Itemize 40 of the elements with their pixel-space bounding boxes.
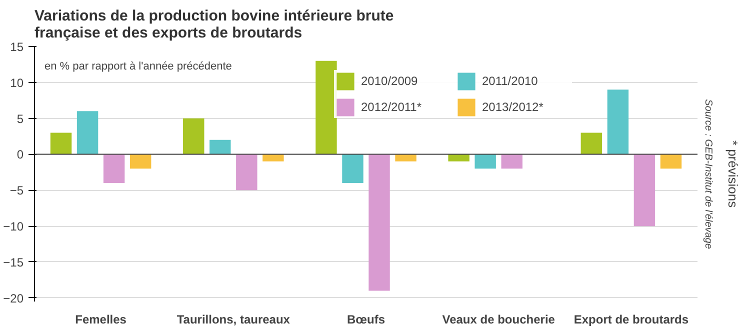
x-tick-label: Femelles (75, 312, 127, 326)
legend-label: 2010/2009 (361, 74, 419, 88)
y-tick-label: −5 (10, 184, 24, 198)
bar (580, 132, 602, 154)
x-tick-label: Bœufs (347, 312, 386, 326)
y-tick-label: −15 (3, 255, 24, 270)
bar (501, 154, 522, 169)
bar (50, 132, 72, 154)
bar (395, 154, 416, 162)
y-tick-label: −20 (3, 291, 24, 306)
bar (236, 154, 258, 190)
bar (660, 154, 682, 169)
legend-label: 2012/2011* (361, 100, 423, 114)
bar (634, 154, 656, 226)
text: * prévisions (726, 140, 740, 208)
bar (76, 111, 98, 154)
annotation: en % par rapport à l'année précédente (44, 60, 232, 72)
legend-label: 2013/2012* (482, 100, 544, 114)
bar (130, 154, 152, 169)
bar (448, 154, 470, 162)
bar (342, 154, 364, 183)
y-tick-label: 15 (10, 40, 24, 54)
bar (474, 154, 496, 169)
bar (262, 154, 284, 162)
bar (607, 90, 629, 154)
y-tick-label: −10 (3, 220, 24, 234)
bar (368, 154, 390, 291)
bar (316, 60, 337, 154)
x-tick-label: Veaux de boucherie (442, 312, 556, 326)
bar (103, 154, 125, 183)
bar (210, 140, 231, 154)
y-tick-label: 0 (16, 148, 24, 162)
y-tick-label: 10 (10, 76, 24, 90)
bar (183, 118, 204, 154)
legend-label: 2011/2010 (482, 74, 539, 88)
source-note: Source : GEB-Institut de l'élevage (702, 99, 714, 250)
x-tick-label: Export de broutards (574, 312, 689, 326)
x-tick-label: Taurillons, taureaux (176, 312, 290, 326)
y-tick-label: 5 (16, 112, 24, 126)
chart-title: Variations de la production bovine intérieure brute française et des exports de broutards (34, 8, 394, 42)
